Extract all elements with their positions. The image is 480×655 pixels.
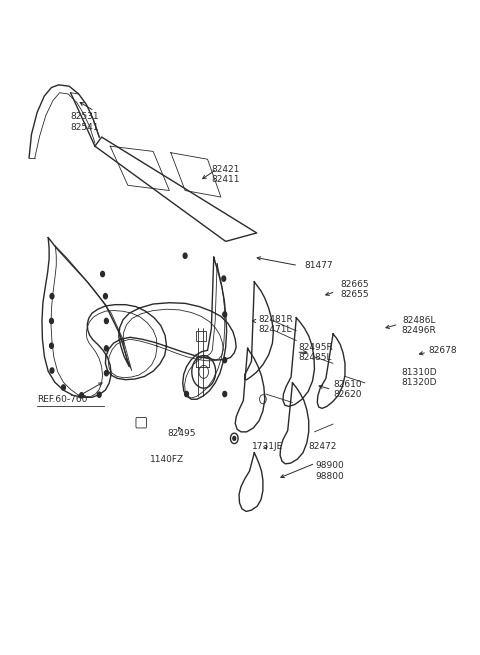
Circle shape — [61, 385, 65, 390]
Text: 81310D
81320D: 81310D 81320D — [401, 368, 437, 387]
Circle shape — [49, 318, 53, 324]
Circle shape — [97, 392, 101, 398]
Circle shape — [183, 253, 187, 258]
Text: 82495: 82495 — [168, 428, 196, 438]
Circle shape — [185, 392, 189, 397]
Text: 82665
82655: 82665 82655 — [340, 280, 369, 299]
Circle shape — [105, 346, 108, 351]
Circle shape — [223, 358, 227, 363]
Circle shape — [223, 312, 227, 317]
Text: 98900
98800: 98900 98800 — [315, 461, 344, 481]
Circle shape — [50, 368, 54, 373]
Circle shape — [223, 392, 227, 397]
Text: 82472: 82472 — [308, 441, 336, 451]
FancyBboxPatch shape — [136, 417, 146, 428]
Text: 1140FZ: 1140FZ — [150, 455, 184, 464]
Circle shape — [222, 276, 226, 281]
Text: 82531
82541: 82531 82541 — [71, 113, 99, 132]
Text: 81477: 81477 — [304, 261, 333, 270]
Text: 82610
82620: 82610 82620 — [333, 380, 362, 399]
Circle shape — [104, 293, 108, 299]
Text: 1731JE: 1731JE — [252, 441, 283, 451]
Text: 82481R
82471L: 82481R 82471L — [258, 314, 293, 334]
Text: 82495R
82485L: 82495R 82485L — [298, 343, 333, 362]
Text: 82678: 82678 — [429, 346, 457, 355]
Text: 82486L
82496R: 82486L 82496R — [401, 316, 436, 335]
Circle shape — [233, 436, 236, 440]
Circle shape — [49, 343, 53, 348]
Bar — [196, 331, 205, 341]
Circle shape — [80, 393, 84, 398]
Circle shape — [50, 293, 54, 299]
Circle shape — [101, 271, 105, 276]
Circle shape — [105, 318, 108, 324]
Text: REF.60-760: REF.60-760 — [37, 395, 87, 403]
Circle shape — [105, 371, 108, 376]
Text: 82421
82411: 82421 82411 — [211, 164, 240, 184]
